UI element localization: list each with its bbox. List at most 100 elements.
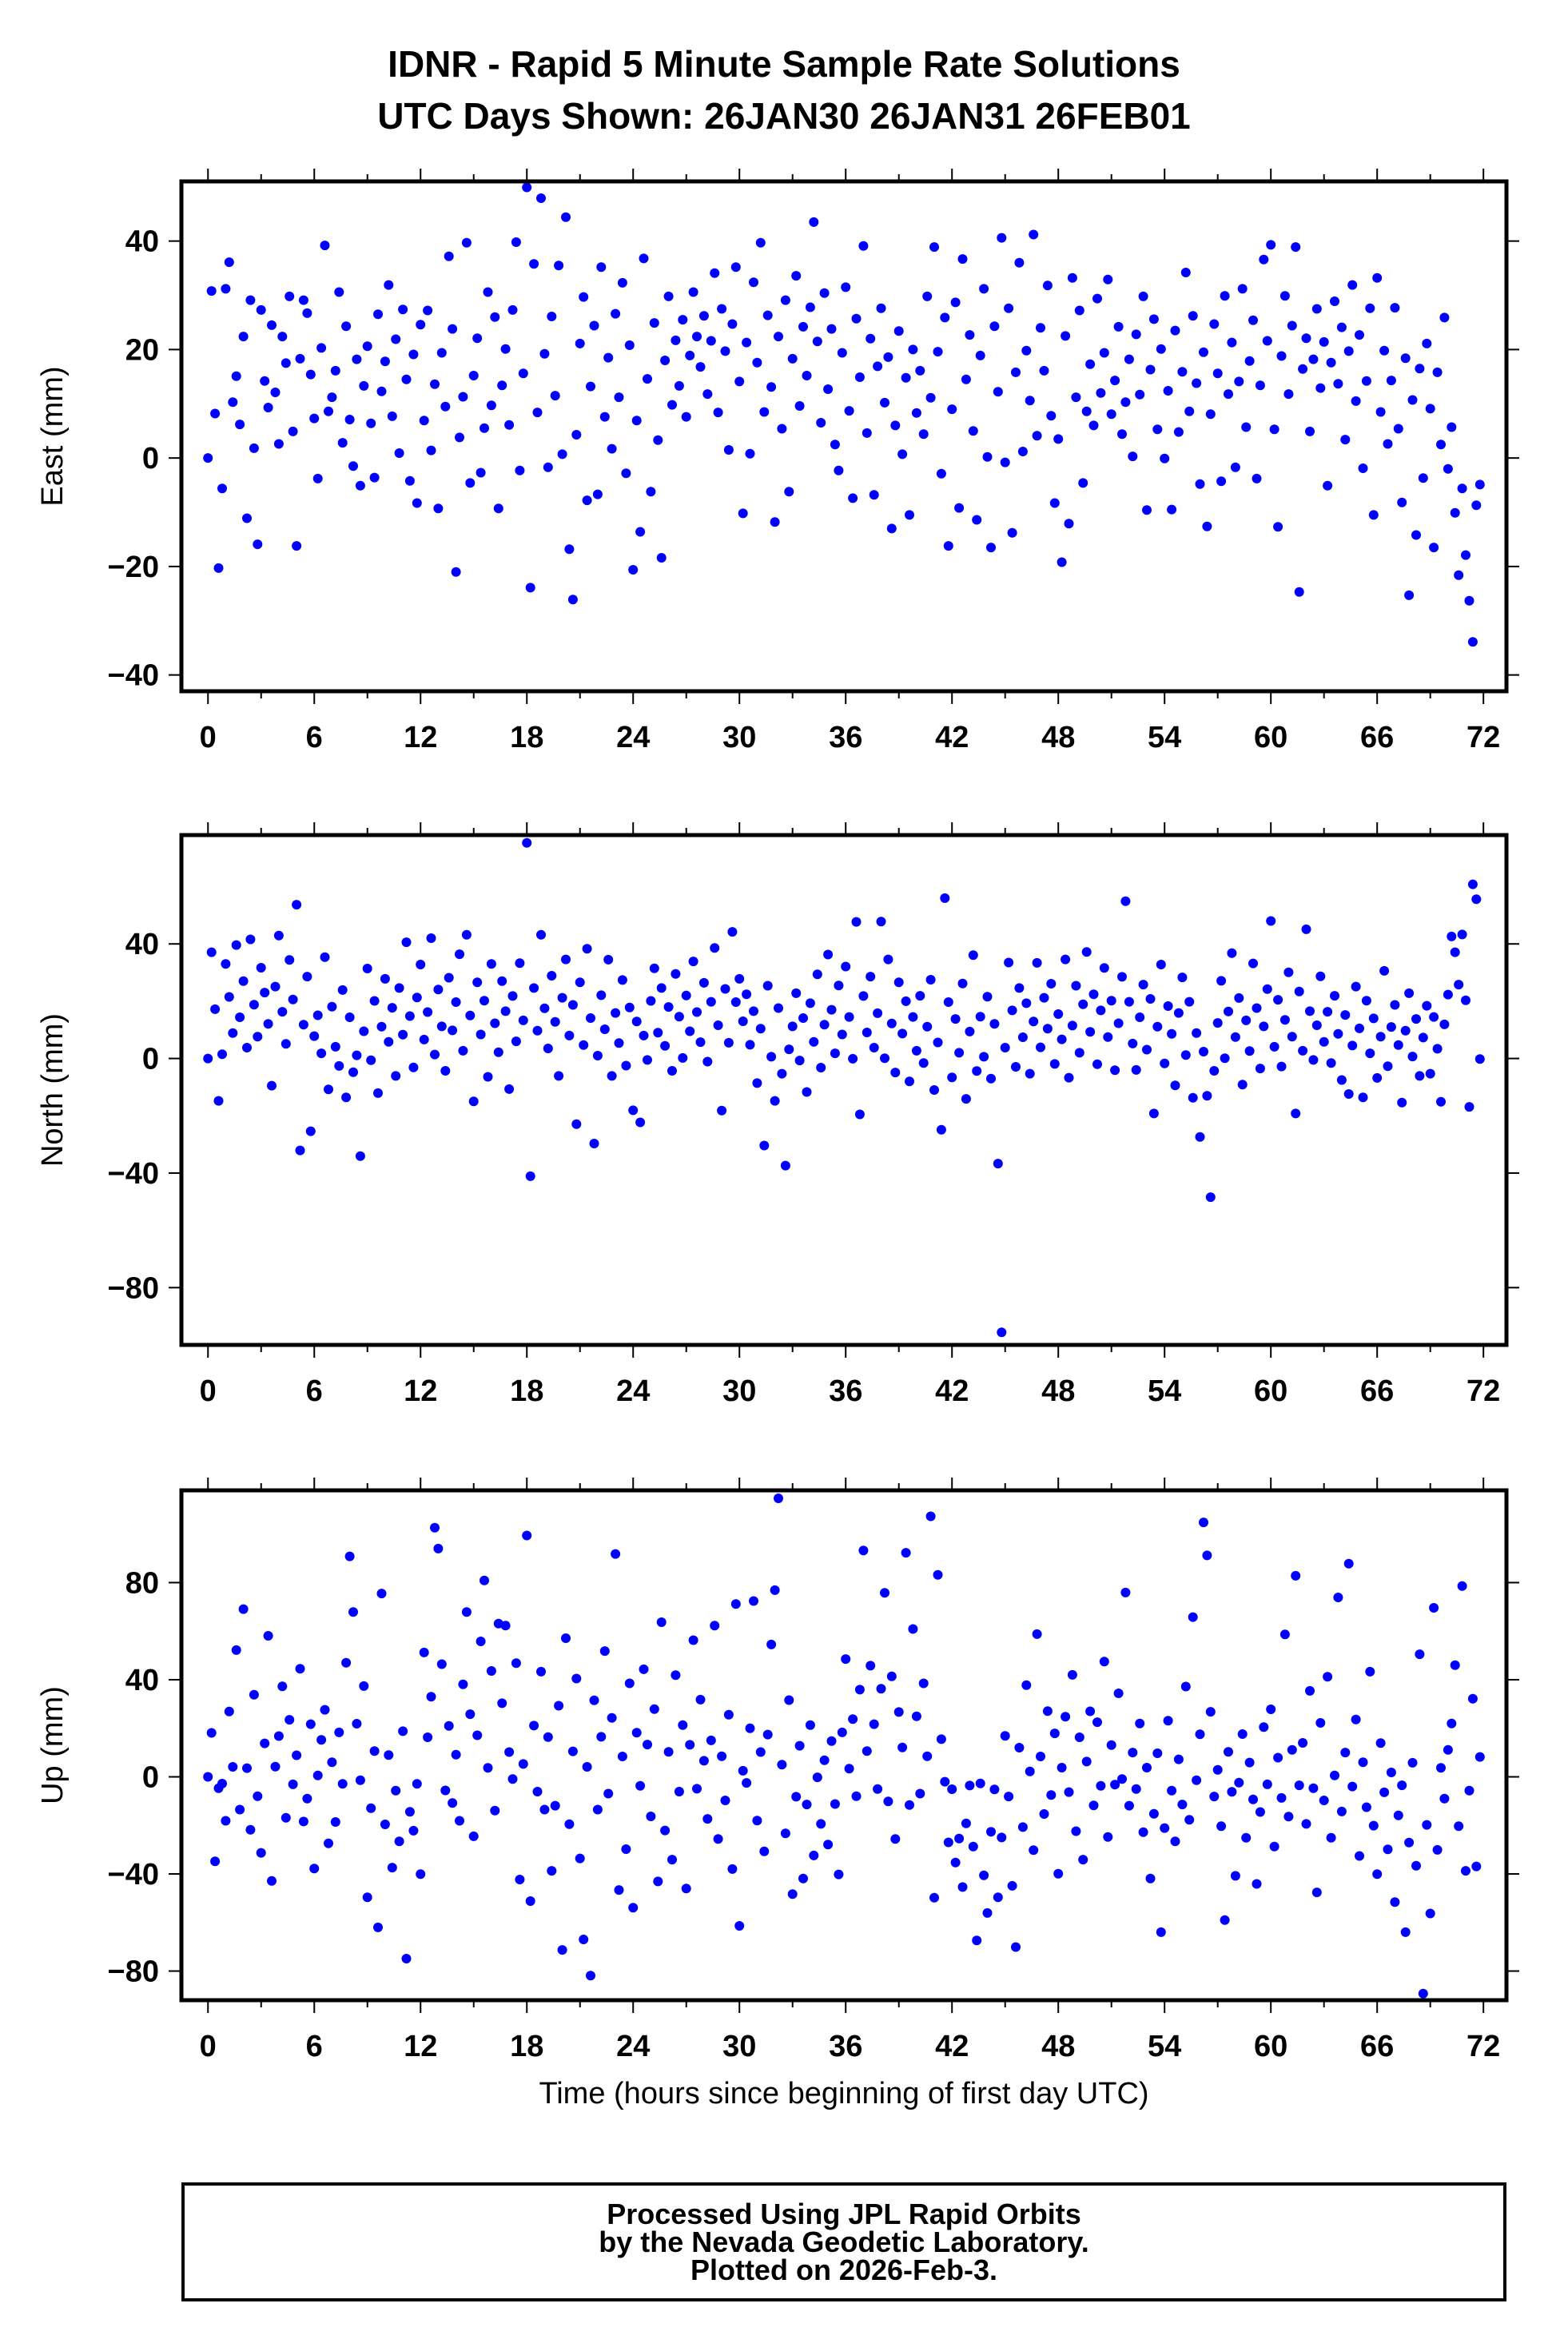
east-point	[238, 332, 249, 342]
north-point	[1017, 1032, 1028, 1042]
north-point	[504, 1084, 515, 1094]
north-point	[717, 1105, 727, 1116]
north-point	[270, 981, 281, 992]
up-point	[975, 1778, 985, 1788]
east-point	[1170, 325, 1180, 336]
north-point	[1156, 960, 1166, 969]
up-point	[1351, 1714, 1361, 1724]
up-point	[603, 1788, 614, 1799]
north-point	[391, 1071, 401, 1081]
up-point	[717, 1751, 727, 1761]
up-point	[341, 1657, 352, 1668]
up-point	[1057, 1763, 1067, 1772]
up-point	[639, 1664, 649, 1674]
east-point	[1205, 409, 1216, 420]
east-point	[1333, 379, 1343, 389]
up-point	[1064, 1787, 1074, 1797]
east-point	[695, 362, 706, 372]
north-point	[337, 985, 348, 995]
east-point	[1049, 498, 1060, 508]
north-point	[440, 1066, 451, 1076]
east-point	[408, 349, 419, 360]
north-point	[476, 1029, 486, 1040]
north-point	[238, 976, 249, 986]
up-point	[515, 1875, 525, 1884]
north-point	[1461, 995, 1470, 1005]
east-point	[525, 583, 535, 593]
east-point	[341, 321, 352, 332]
up-point	[320, 1705, 330, 1715]
up-point	[1436, 1763, 1446, 1773]
north-point	[529, 983, 539, 993]
north-point	[940, 893, 950, 903]
up-point	[1227, 1787, 1237, 1797]
up-point	[380, 1820, 390, 1829]
north-point	[639, 1030, 649, 1040]
north-point	[518, 1015, 528, 1025]
north-point	[302, 972, 312, 982]
up-point	[621, 1844, 631, 1854]
north-point	[525, 1171, 535, 1181]
up-point	[327, 1757, 337, 1768]
north-point	[1202, 1091, 1212, 1101]
up-point	[281, 1812, 291, 1823]
east-point	[337, 438, 348, 448]
up-point	[1400, 1927, 1411, 1937]
up-point	[858, 1545, 869, 1556]
north-point	[720, 984, 730, 994]
east-point	[628, 565, 639, 575]
up-point	[954, 1833, 965, 1844]
east-point	[1067, 272, 1077, 283]
up-x-tick-label: 72	[1467, 2030, 1500, 2063]
east-point	[1311, 304, 1322, 314]
north-point	[834, 981, 844, 991]
up-point	[798, 1873, 808, 1884]
up-point	[614, 1885, 624, 1896]
north-point	[1383, 1061, 1393, 1072]
east-point	[448, 324, 458, 334]
north-x-tick-label: 54	[1148, 1374, 1181, 1408]
footer-line3: Plotted on 2026-Feb-3.	[690, 2254, 998, 2286]
north-point	[656, 983, 667, 993]
up-point	[1347, 1781, 1358, 1792]
up-point	[862, 1746, 872, 1756]
east-point	[213, 563, 224, 573]
north-point	[316, 1048, 327, 1059]
east-point	[727, 319, 738, 329]
east-point	[681, 412, 691, 422]
north-point	[253, 1032, 263, 1042]
north-point	[480, 996, 489, 1006]
up-point	[1311, 1888, 1322, 1898]
up-point	[384, 1750, 394, 1760]
north-point	[1014, 983, 1025, 993]
east-point	[436, 348, 447, 358]
east-point	[461, 237, 472, 248]
north-point	[766, 1052, 777, 1062]
east-point	[1199, 347, 1208, 357]
up-point	[536, 1666, 546, 1677]
east-point	[1248, 315, 1258, 325]
up-point	[1202, 1550, 1212, 1561]
north-point	[1301, 924, 1311, 934]
east-point	[685, 350, 695, 360]
east-point	[607, 444, 617, 454]
north-point	[1163, 1001, 1173, 1011]
north-point	[334, 1060, 344, 1071]
east-point	[968, 426, 978, 436]
north-point	[458, 1045, 468, 1056]
up-point	[416, 1869, 426, 1880]
up-point	[1379, 1787, 1390, 1797]
north-point	[823, 949, 834, 960]
up-point	[886, 1671, 897, 1681]
east-point	[1212, 368, 1223, 379]
up-point	[589, 1695, 599, 1705]
east-point	[1064, 519, 1074, 529]
north-point	[734, 973, 745, 984]
up-point	[1291, 1570, 1301, 1581]
up-point	[784, 1695, 794, 1705]
east-point	[500, 344, 511, 354]
up-point	[936, 1734, 946, 1744]
east-point	[1011, 367, 1021, 377]
north-point	[320, 952, 330, 962]
up-point	[285, 1715, 295, 1725]
